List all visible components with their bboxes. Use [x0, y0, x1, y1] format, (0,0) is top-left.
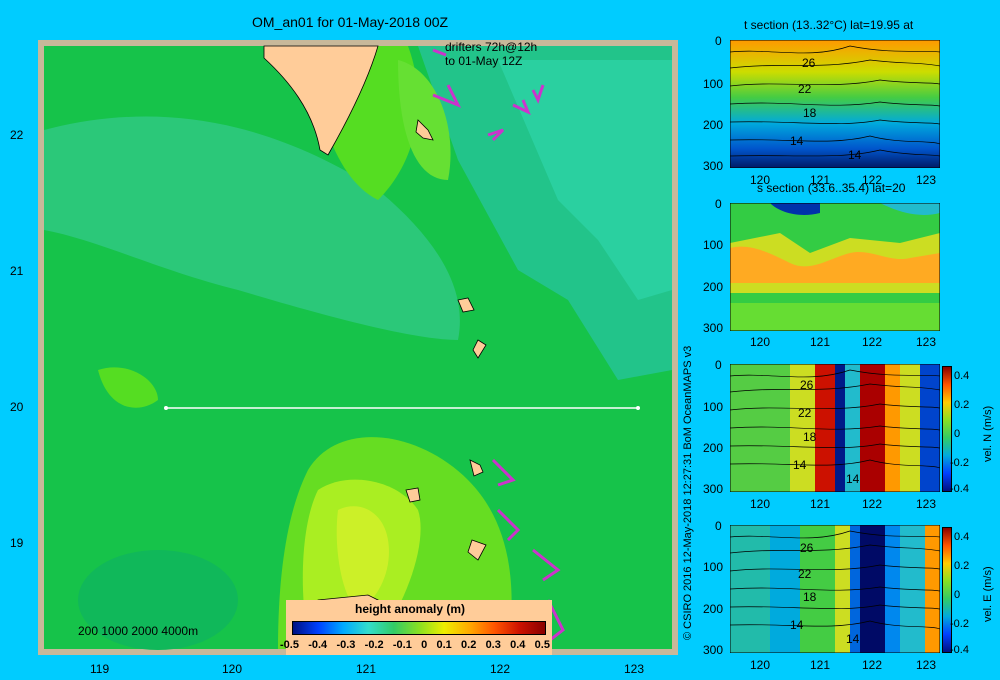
height-anomaly-field: [44, 46, 672, 650]
panel-x-tick: 121: [810, 658, 831, 672]
panel-x-tick: 123: [916, 335, 937, 349]
t-contour-label: 26: [802, 56, 816, 70]
colorbar-tick: -0.5: [280, 639, 299, 651]
t-contour-label: 14: [848, 148, 862, 162]
colorbar-tick: 0.3: [485, 639, 501, 651]
panel-y-tick: 300: [703, 321, 724, 335]
panel-y-tick: 200: [703, 118, 724, 132]
colorbar-tick: -0.1: [392, 639, 412, 651]
vel-n-cb-tick: 0: [954, 428, 961, 440]
t-section-title: t section (13..32°C) lat=19.95 at: [744, 18, 914, 32]
map-x-tick: 120: [222, 662, 243, 676]
vel-e-colorbar: [942, 527, 952, 653]
main-map: [38, 40, 678, 655]
panel-x-tick: 122: [862, 497, 883, 511]
panel-x-tick: 120: [750, 658, 771, 672]
panel-x-tick: 122: [862, 173, 883, 187]
vel-n-cb-tick: -0.4: [950, 483, 969, 495]
t-contour-label: 18: [803, 106, 817, 120]
vel-n-cb-tick: 0.2: [954, 399, 970, 411]
vel-e-cb-tick: 0.2: [954, 560, 970, 572]
panel-x-tick: 122: [862, 335, 883, 349]
vel-e-cb-tick: 0: [954, 589, 961, 601]
panel-x-tick: 120: [750, 497, 771, 511]
t-contour-label: 22: [798, 82, 812, 96]
panel-y-tick: 200: [703, 441, 724, 455]
credit-text: © CSIRO 2016 12-May-2018 12:27:31 BoM Oc…: [682, 345, 694, 640]
colorbar-tick: 0.4: [510, 639, 526, 651]
vn-contour-label: 14: [793, 458, 807, 472]
panel-x-tick: 123: [916, 173, 937, 187]
vel-n-colorbar: [942, 366, 952, 492]
panel-y-tick: 300: [703, 159, 724, 173]
panel-x-tick: 122: [862, 658, 883, 672]
colorbar-tick: -0.2: [364, 639, 384, 651]
vel-n-cb-tick: 0.4: [954, 370, 970, 382]
map-x-tick: 122: [490, 662, 511, 676]
ve-contour-label: 26: [800, 541, 814, 555]
panel-x-tick: 120: [750, 335, 771, 349]
map-y-tick: 21: [10, 264, 24, 278]
colorbar-tick: 0.2: [461, 639, 477, 651]
ve-contour-label: 22: [798, 567, 812, 581]
t-section-panel: [730, 40, 940, 168]
depth-legend: 200 1000 2000 4000m: [78, 624, 199, 638]
panel-y-tick: 100: [703, 560, 724, 574]
panel-x-tick: 120: [750, 173, 771, 187]
height-anomaly-colorbar-title: height anomaly (m): [355, 602, 466, 616]
vn-contour-label: 18: [803, 430, 817, 444]
panel-y-tick: 100: [703, 400, 724, 414]
colorbar-tick: 0.5: [534, 639, 550, 651]
colorbar-tick: 0.1: [436, 639, 452, 651]
vel-e-cb-tick: 0.4: [954, 531, 970, 543]
panel-y-tick: 0: [715, 358, 722, 372]
vel-n-section-panel: [730, 364, 940, 492]
drifters-label-2: to 01-May 12Z: [445, 54, 523, 68]
colorbar-ticks: -0.5 -0.4 -0.3 -0.2 -0.1 0 0.1 0.2 0.3 0…: [280, 639, 550, 651]
panel-y-tick: 0: [715, 34, 722, 48]
panel-y-tick: 100: [703, 238, 724, 252]
panel-y-tick: 0: [715, 519, 722, 533]
panel-y-tick: 300: [703, 643, 724, 657]
panel-y-tick: 200: [703, 602, 724, 616]
t-contour-label: 14: [790, 134, 804, 148]
colorbar-tick: -0.4: [308, 639, 328, 651]
vn-contour-label: 14: [846, 472, 860, 486]
s-section-title: s section (33.6..35.4) lat=20: [757, 181, 906, 195]
panel-y-tick: 200: [703, 280, 724, 294]
vn-contour-label: 26: [800, 378, 814, 392]
map-x-tick: 121: [356, 662, 377, 676]
panel-y-tick: 100: [703, 77, 724, 91]
vel-e-colorbar-label: vel. E (m/s): [982, 566, 994, 622]
map-x-tick: 119: [90, 662, 110, 676]
s-section-panel: [730, 203, 940, 331]
vel-n-colorbar-label: vel. N (m/s): [982, 405, 994, 462]
vel-e-cb-tick: -0.2: [950, 618, 969, 630]
vel-n-cb-tick: -0.2: [950, 457, 969, 469]
panel-x-tick: 123: [916, 497, 937, 511]
height-anomaly-colorbar: [292, 621, 546, 635]
main-map-title: OM_an01 for 01-May-2018 00Z: [252, 14, 449, 30]
vn-contour-label: 22: [798, 406, 812, 420]
panel-x-tick: 121: [810, 335, 831, 349]
colorbar-tick: 0: [421, 639, 428, 651]
map-y-tick: 20: [10, 400, 24, 414]
drifter-tracks: [432, 48, 565, 642]
drifters-label-1: drifters 72h@12h: [445, 40, 538, 54]
vel-e-cb-tick: -0.4: [950, 644, 969, 656]
panel-y-tick: 0: [715, 197, 722, 211]
ve-contour-label: 18: [803, 590, 817, 604]
ve-contour-label: 14: [846, 632, 860, 646]
panel-y-tick: 300: [703, 482, 724, 496]
map-x-tick: 123: [624, 662, 645, 676]
panel-x-tick: 121: [810, 173, 831, 187]
colorbar-tick: -0.3: [336, 639, 356, 651]
vel-e-section-panel: [730, 525, 940, 653]
map-y-tick: 19: [10, 536, 24, 550]
panel-x-tick: 121: [810, 497, 831, 511]
panel-x-tick: 123: [916, 658, 937, 672]
ve-contour-label: 14: [790, 618, 804, 632]
map-y-tick: 22: [10, 128, 24, 142]
